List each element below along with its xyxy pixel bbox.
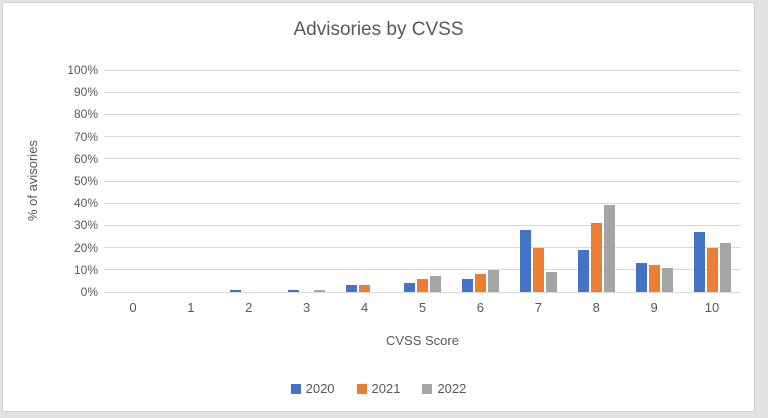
plot-area — [104, 69, 741, 293]
legend-label-2021: 2021 — [371, 381, 401, 396]
x-tick-label-0: 0 — [129, 300, 137, 315]
bar-2020-cvss-5 — [403, 283, 415, 292]
gridline — [104, 247, 741, 249]
gridline — [104, 136, 741, 138]
legend-label-2020: 2020 — [305, 381, 335, 396]
bar-2021-cvss-5 — [416, 278, 428, 292]
bar-group-cvss-4 — [336, 70, 394, 292]
y-tick-label: 50% — [73, 174, 98, 188]
bar-2020-cvss-4 — [346, 285, 358, 292]
bar-2022-cvss-10 — [719, 243, 731, 292]
legend-swatch-2022 — [422, 383, 433, 394]
legend-swatch-2020 — [290, 383, 301, 394]
bar-2022-cvss-9 — [661, 267, 673, 292]
x-tick-label-1: 1 — [187, 300, 195, 315]
gridline — [104, 91, 741, 93]
x-tick-label-8: 8 — [592, 300, 600, 315]
bar-2021-cvss-7 — [532, 247, 544, 292]
bar-group-cvss-2 — [220, 70, 278, 292]
legend-swatch-2021 — [356, 383, 367, 394]
y-tick-label: 80% — [73, 107, 98, 122]
gridline — [104, 158, 741, 160]
gridline — [104, 113, 741, 115]
gridline — [104, 269, 741, 271]
y-tick-label: 10% — [73, 262, 98, 277]
x-axis-title: CVSS Score — [386, 333, 459, 348]
x-tick-label-9: 9 — [650, 300, 658, 315]
legend-item-2021: 2021 — [356, 381, 401, 396]
bar-group-cvss-0 — [104, 70, 162, 292]
x-tick-label-10: 10 — [704, 300, 720, 315]
bar-2022-cvss-6 — [487, 269, 499, 292]
bar-2021-cvss-10 — [706, 247, 718, 292]
bar-2020-cvss-2 — [230, 289, 242, 292]
gridline — [104, 224, 741, 226]
x-tick-label-7: 7 — [534, 300, 542, 315]
legend-item-2020: 2020 — [290, 381, 335, 396]
chart-legend: 2020 2021 2022 — [3, 381, 754, 396]
chart-card: Advisories by CVSS % of avisories CVSS S… — [2, 2, 755, 412]
gridline — [104, 202, 741, 204]
x-tick-label-6: 6 — [476, 300, 485, 315]
bar-2022-cvss-8 — [603, 205, 615, 292]
y-tick-label: 30% — [73, 218, 98, 233]
x-tick-label-4: 4 — [360, 300, 369, 315]
x-tick-label-5: 5 — [418, 300, 427, 315]
bar-2021-cvss-6 — [474, 274, 486, 292]
bar-2020-cvss-10 — [693, 232, 705, 292]
bar-group-cvss-6 — [451, 70, 509, 292]
y-tick-label: 40% — [73, 196, 98, 211]
bar-group-cvss-7 — [509, 70, 567, 292]
bar-2021-cvss-9 — [648, 265, 660, 292]
bar-group-cvss-9 — [625, 70, 683, 292]
bar-2021-cvss-4 — [359, 285, 371, 292]
y-tick-label: 60% — [73, 151, 98, 166]
bar-2022-cvss-3 — [314, 289, 326, 292]
bar-group-cvss-3 — [278, 70, 336, 292]
bar-2020-cvss-7 — [519, 229, 531, 292]
x-tick-label-3: 3 — [303, 300, 311, 315]
legend-label-2022: 2022 — [437, 381, 467, 396]
bar-group-cvss-1 — [162, 70, 220, 292]
bar-group-cvss-10 — [683, 70, 741, 292]
bar-2020-cvss-3 — [288, 289, 300, 292]
bar-2020-cvss-8 — [577, 249, 589, 292]
gridline — [104, 69, 741, 71]
bar-2022-cvss-5 — [429, 276, 441, 292]
bar-2022-cvss-7 — [545, 272, 557, 292]
y-tick-label: 100% — [67, 63, 98, 77]
chart-title: Advisories by CVSS — [293, 19, 464, 40]
legend-item-2022: 2022 — [422, 381, 466, 396]
bar-group-cvss-5 — [394, 70, 452, 292]
y-tick-label: 90% — [73, 85, 98, 100]
gridline — [104, 180, 741, 182]
bar-2020-cvss-9 — [635, 263, 647, 292]
x-tick-label-2: 2 — [245, 300, 253, 315]
bar-group-cvss-8 — [567, 70, 625, 292]
bar-2020-cvss-6 — [461, 278, 473, 292]
y-tick-label: 20% — [73, 240, 98, 255]
y-tick-label: 0% — [80, 285, 98, 299]
y-tick-label: 70% — [73, 129, 98, 144]
gridline — [104, 291, 741, 293]
bar-2021-cvss-8 — [590, 223, 602, 292]
